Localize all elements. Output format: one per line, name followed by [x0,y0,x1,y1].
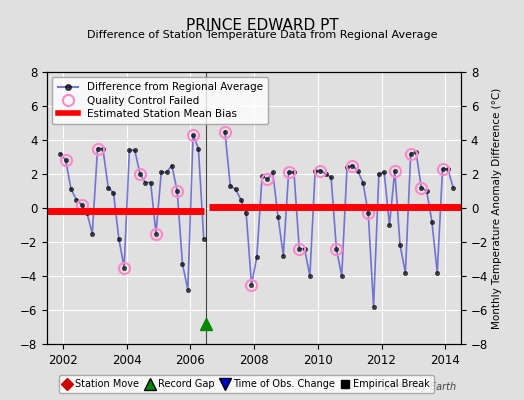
Text: PRINCE EDWARD PT: PRINCE EDWARD PT [185,18,339,33]
Text: Berkeley Earth: Berkeley Earth [384,382,456,392]
Y-axis label: Monthly Temperature Anomaly Difference (°C): Monthly Temperature Anomaly Difference (… [493,87,503,329]
Legend: Station Move, Record Gap, Time of Obs. Change, Empirical Break: Station Move, Record Gap, Time of Obs. C… [59,375,434,393]
Legend: Difference from Regional Average, Quality Control Failed, Estimated Station Mean: Difference from Regional Average, Qualit… [52,77,268,124]
Text: Difference of Station Temperature Data from Regional Average: Difference of Station Temperature Data f… [87,30,437,40]
